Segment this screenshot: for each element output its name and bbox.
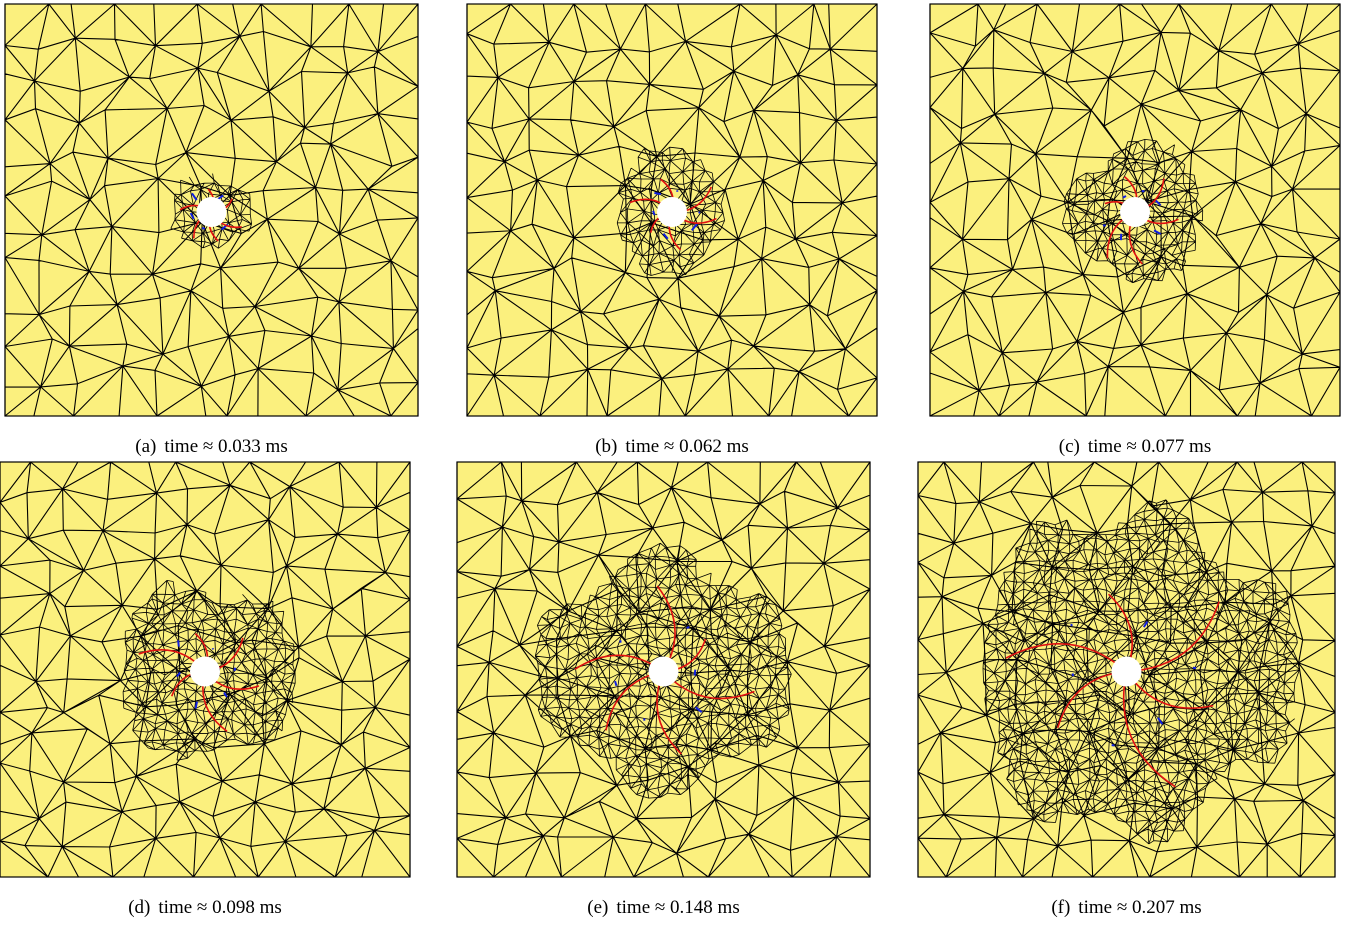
mesh-panel xyxy=(918,462,1335,877)
panel-caption: (f) time ≈ 0.207 ms xyxy=(1051,897,1201,918)
mesh-panel xyxy=(467,4,877,416)
panel-label: (d) xyxy=(128,897,150,918)
panel-label: (f) xyxy=(1051,897,1070,918)
mesh-panel xyxy=(5,4,418,416)
panel-label: (e) xyxy=(587,897,608,918)
panel-caption: (c) time ≈ 0.077 ms xyxy=(1059,436,1211,457)
borehole xyxy=(1120,197,1150,227)
panel-caption: (a) time ≈ 0.033 ms xyxy=(135,436,287,457)
caption-text: time ≈ 0.077 ms xyxy=(1088,436,1211,457)
figure: (a) time ≈ 0.033 ms (b) time ≈ 0.062 ms (c) t… xyxy=(0,0,1348,928)
caption-text: time ≈ 0.033 ms xyxy=(164,436,287,457)
panel-caption: (d) time ≈ 0.098 ms xyxy=(128,897,282,918)
panel-caption: (b) time ≈ 0.062 ms xyxy=(595,436,749,457)
mesh-panel xyxy=(457,462,870,877)
panel-label: (c) xyxy=(1059,436,1080,457)
panel-label: (a) xyxy=(135,436,156,457)
mesh-panel xyxy=(930,4,1340,416)
borehole xyxy=(649,657,679,687)
borehole xyxy=(1112,657,1142,687)
mesh-panel xyxy=(0,462,410,877)
panel-label: (b) xyxy=(595,436,617,457)
borehole xyxy=(197,197,227,227)
caption-text: time ≈ 0.098 ms xyxy=(158,897,281,918)
caption-text: time ≈ 0.062 ms xyxy=(625,436,748,457)
panel-caption: (e) time ≈ 0.148 ms xyxy=(587,897,739,918)
borehole xyxy=(657,197,687,227)
borehole xyxy=(190,657,220,687)
caption-text: time ≈ 0.207 ms xyxy=(1078,897,1201,918)
caption-text: time ≈ 0.148 ms xyxy=(616,897,739,918)
